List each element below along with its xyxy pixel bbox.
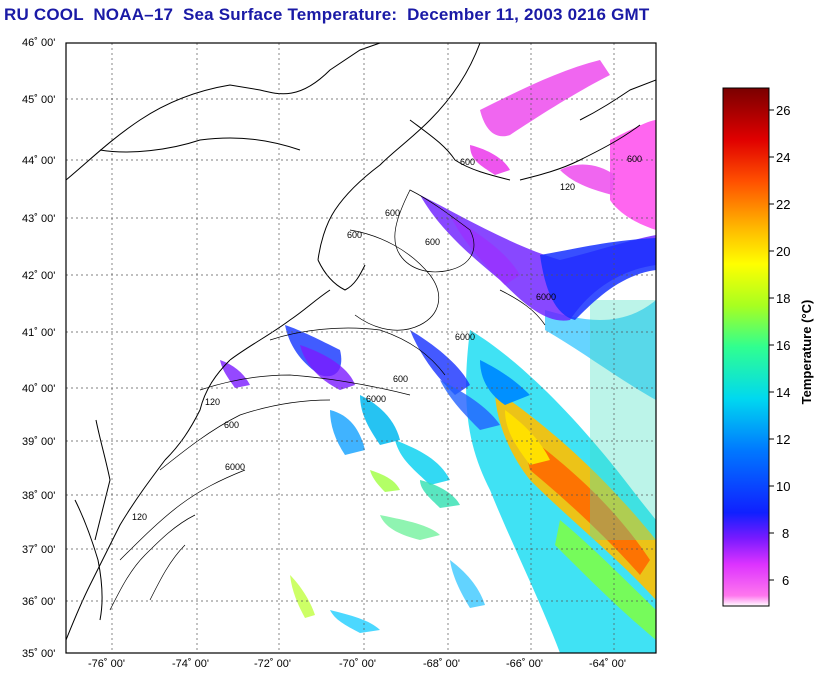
lat-label: 39˚ 00' [22, 436, 55, 448]
lat-label: 38˚ 00' [22, 490, 55, 502]
lon-label: -68˚ 00' [423, 658, 460, 670]
bathymetry-labels: 600 600 600 600 600 120 6000 6000 6000 6… [132, 154, 642, 522]
colorbar-tick: 6 [782, 573, 789, 588]
colorbar-tick: 12 [776, 432, 790, 447]
lon-label: -72˚ 00' [254, 658, 291, 670]
lat-label: 42˚ 00' [22, 270, 55, 282]
depth-label: 120 [132, 512, 147, 522]
colorbar-tick: 22 [776, 197, 790, 212]
depth-label: 600 [425, 237, 440, 247]
depth-label: 6000 [366, 394, 386, 404]
depth-label: 600 [627, 154, 642, 164]
colorbar-tick: 16 [776, 338, 790, 353]
lon-label: -74˚ 00' [172, 658, 209, 670]
longitude-labels: -76˚ 00' -74˚ 00' -72˚ 00' -70˚ 00' -68˚… [88, 658, 626, 670]
depth-label: 600 [347, 230, 362, 240]
lat-label: 40˚ 00' [22, 383, 55, 395]
colorbar-tick: 24 [776, 150, 790, 165]
depth-label: 6000 [455, 332, 475, 342]
latitude-labels: 46˚ 00' 45˚ 00' 44˚ 00' 43˚ 00' 42˚ 00' … [22, 37, 55, 660]
lat-label: 45˚ 00' [22, 94, 55, 106]
lat-label: 44˚ 00' [22, 155, 55, 167]
sst-field [220, 60, 656, 653]
depth-label: 600 [460, 157, 475, 167]
depth-label: 600 [385, 208, 400, 218]
lat-label: 46˚ 00' [22, 37, 55, 49]
colorbar: 26 24 22 20 18 16 14 12 10 8 6 Temperatu… [722, 87, 814, 607]
colorbar-tick: 20 [776, 244, 790, 259]
map-border [65, 42, 657, 654]
colorbar-tick: 18 [776, 291, 790, 306]
depth-label: 600 [393, 374, 408, 384]
depth-label: 600 [224, 420, 239, 430]
lat-label: 36˚ 00' [22, 596, 55, 608]
depth-label: 120 [560, 182, 575, 192]
colorbar-tick: 10 [776, 479, 790, 494]
lat-label: 35˚ 00' [22, 648, 55, 660]
depth-label: 6000 [536, 292, 556, 302]
colorbar-gradient [722, 87, 770, 607]
coastline [66, 43, 656, 641]
map-title: RU COOL NOAA–17 Sea Surface Temperature:… [4, 5, 650, 24]
bathymetry-contours [109, 189, 546, 611]
colorbar-tick: 14 [776, 385, 790, 400]
lon-label: -66˚ 00' [506, 658, 543, 670]
lon-label: -70˚ 00' [339, 658, 376, 670]
lat-label: 41˚ 00' [22, 327, 55, 339]
lon-label: -64˚ 00' [589, 658, 626, 670]
colorbar-tick: 26 [776, 103, 790, 118]
lat-label: 37˚ 00' [22, 544, 55, 556]
lat-label: 43˚ 00' [22, 213, 55, 225]
depth-label: 120 [205, 397, 220, 407]
colorbar-title: Temperature (°C) [799, 300, 814, 405]
colorbar-tick: 8 [782, 526, 789, 541]
lon-label: -76˚ 00' [88, 658, 125, 670]
depth-label: 6000 [225, 462, 245, 472]
lat-lon-grid [66, 43, 656, 653]
